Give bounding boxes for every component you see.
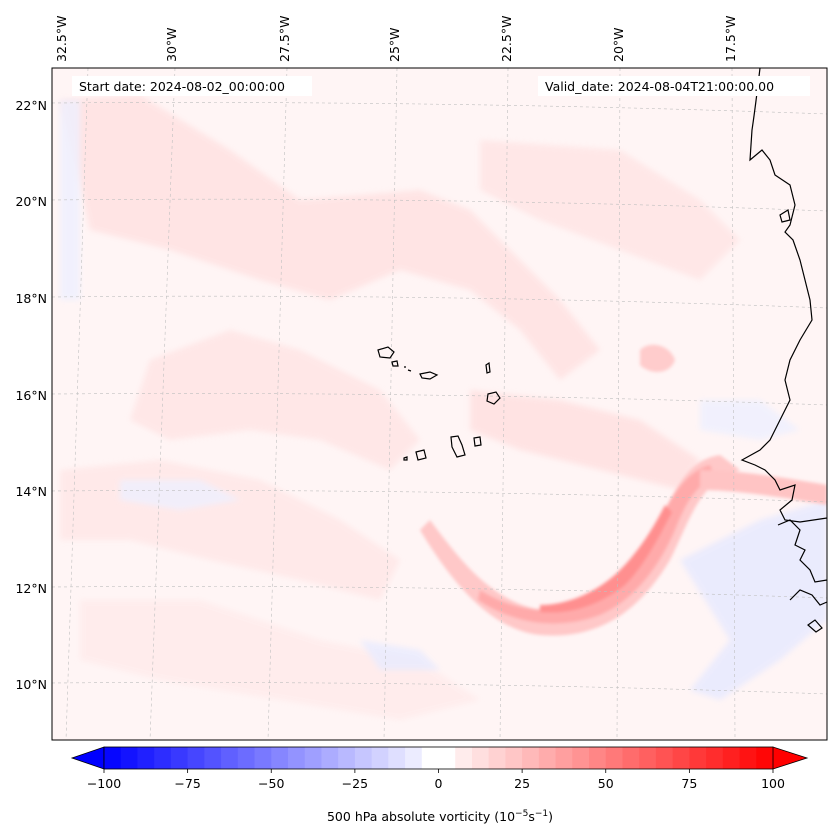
colorbar-cell — [471, 747, 490, 769]
lon-label: 25°W — [387, 27, 402, 62]
colorbar-tick-label: 0 — [435, 776, 443, 791]
colorbar-cell — [538, 747, 557, 769]
colorbar-cell — [170, 747, 189, 769]
colorbar-cell — [555, 747, 573, 769]
colorbar-low-arrow — [70, 746, 105, 770]
colorbar-cell — [655, 747, 674, 769]
colorbar-high-arrow — [772, 746, 809, 770]
colorbar-cell — [120, 747, 138, 769]
colorbar-cell — [154, 747, 172, 769]
coastlines — [740, 67, 828, 633]
valid-date-label: Valid_date: 2024-08-04T21:00:00.00 — [545, 79, 774, 94]
colorbar-cell — [672, 747, 690, 769]
start-date-label: Start date: 2024-08-02_00:00:00 — [79, 79, 285, 94]
colorbar-label: 500 hPa absolute vorticity (10−5s−1) — [327, 809, 553, 824]
colorbar-cell — [371, 747, 389, 769]
colorbar: −100 −75 −50 −25 0 25 50 75 100 500 hPa absolute… — [70, 746, 809, 824]
colorbar-cell — [522, 747, 540, 769]
latitude-labels: 22°N 20°N 18°N 16°N 14°N 12°N 10°N — [15, 98, 47, 692]
lat-label: 18°N — [15, 291, 47, 306]
colorbar-cell — [605, 747, 623, 769]
colorbar-cell — [639, 747, 657, 769]
colorbar-cell — [622, 747, 640, 769]
colorbar-tick-label: 50 — [598, 776, 614, 791]
lon-label: 32.5°W — [54, 16, 69, 62]
lat-label: 16°N — [15, 388, 47, 403]
vorticity-field — [52, 68, 827, 740]
colorbar-cell — [204, 747, 222, 769]
colorbar-cell — [706, 747, 724, 769]
colorbar-cell — [221, 747, 239, 769]
valid-date-box — [538, 76, 810, 96]
colorbar-tick-label: −25 — [342, 776, 368, 791]
colorbar-cell — [455, 747, 473, 769]
colorbar-cell — [187, 747, 205, 769]
colorbar-cell — [354, 747, 373, 769]
longitude-labels: 32.5°W 30°W 27.5°W 25°W 22.5°W 20°W 17.5… — [54, 16, 738, 62]
lon-label: 17.5°W — [723, 16, 738, 62]
colorbar-cell — [304, 747, 322, 769]
colorbar-cell — [438, 747, 456, 769]
colorbar-tick-label: −100 — [87, 776, 121, 791]
colorbar-cell — [739, 747, 757, 769]
colorbar-cell — [388, 747, 406, 769]
colorbar-cell — [756, 747, 774, 769]
colorbar-tick-label: 75 — [681, 776, 697, 791]
colorbar-cell — [689, 747, 707, 769]
colorbar-cell — [271, 747, 289, 769]
lat-label: 12°N — [15, 581, 47, 596]
map-frame — [51, 67, 828, 741]
gridlines — [51, 67, 828, 741]
colorbar-cell — [287, 747, 306, 769]
colorbar-tick-label: 25 — [514, 776, 530, 791]
colorbar-cell — [237, 747, 256, 769]
colorbar-cell — [488, 747, 506, 769]
colorbar-tick-label: −75 — [174, 776, 200, 791]
colorbar-cell — [254, 747, 272, 769]
colorbar-tick-label: −50 — [258, 776, 284, 791]
lat-label: 14°N — [15, 484, 47, 499]
colorbar-tick-label: 100 — [761, 776, 785, 791]
colorbar-cell — [104, 747, 122, 769]
lon-label: 22.5°W — [499, 16, 514, 62]
lat-label: 10°N — [15, 677, 47, 692]
lat-label: 22°N — [15, 98, 47, 113]
colorbar-cell — [572, 747, 590, 769]
colorbar-cells — [104, 747, 774, 769]
colorbar-cell — [505, 747, 523, 769]
lon-label: 27.5°W — [277, 16, 292, 62]
colorbar-cell — [589, 747, 607, 769]
cape-verde-islands — [377, 346, 501, 461]
colorbar-ticks: −100 −75 −50 −25 0 25 50 75 100 — [87, 769, 785, 791]
lon-label: 20°W — [611, 27, 626, 62]
lon-label: 30°W — [164, 27, 179, 62]
colorbar-cell — [338, 747, 356, 769]
colorbar-cell — [722, 747, 741, 769]
colorbar-cell — [321, 747, 339, 769]
lat-label: 20°N — [15, 194, 47, 209]
colorbar-cell — [405, 747, 423, 769]
colorbar-cell — [137, 747, 155, 769]
colorbar-cell — [421, 747, 439, 769]
start-date-box — [72, 76, 312, 96]
african-coastline — [740, 67, 828, 523]
